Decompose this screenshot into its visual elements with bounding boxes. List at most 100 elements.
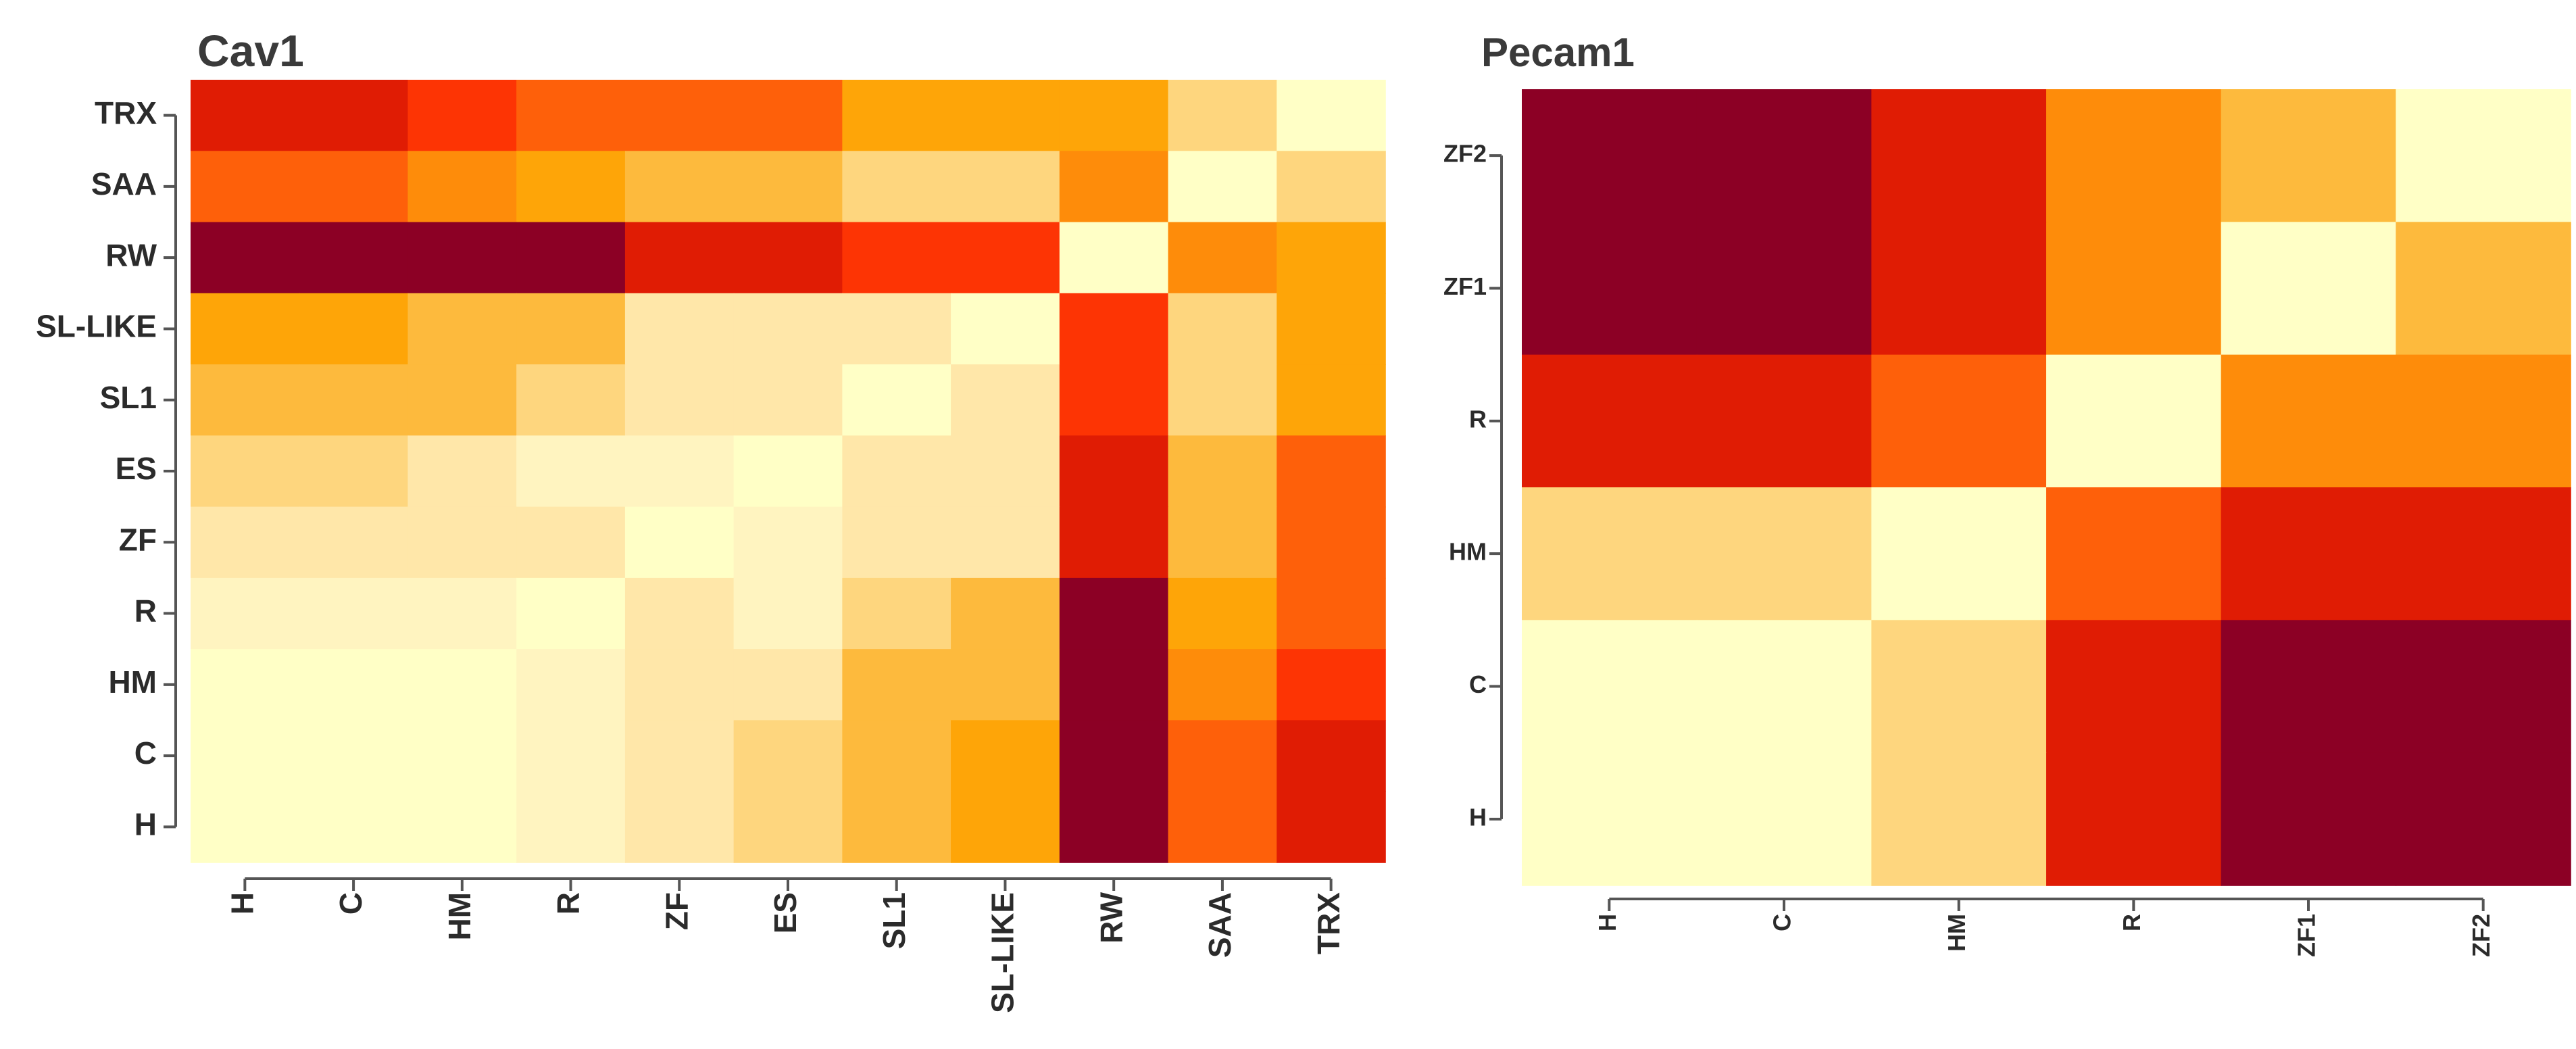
heatmap-cell [299, 649, 409, 721]
heatmap-cell [516, 222, 626, 294]
heatmap-cell [1168, 293, 1278, 365]
heatmap-cell [1277, 364, 1386, 437]
heatmap-cell [2221, 752, 2397, 886]
heatmap-cell [1277, 222, 1386, 294]
row-label: SL1 [100, 380, 157, 415]
heatmap-cell [951, 506, 1060, 579]
heatmap-cell [1277, 435, 1386, 508]
heatmap-cell [1696, 354, 1873, 488]
column-label: ZF [659, 892, 694, 930]
heatmap-cell [951, 649, 1060, 721]
heatmap-cell [299, 293, 409, 365]
heatmap-cell [2221, 487, 2397, 621]
row-label: TRX [95, 95, 157, 130]
heatmap-cell [624, 649, 735, 721]
heatmap-cell [191, 577, 300, 650]
row-label: C [134, 735, 157, 771]
heatmap-cell [516, 791, 626, 863]
heatmap-cell [191, 222, 300, 294]
heatmap-cell [1871, 620, 2047, 754]
column-label: R [551, 892, 586, 914]
heatmap-cell [299, 435, 409, 508]
heatmap-cell [951, 151, 1060, 223]
heatmap-cell [191, 151, 300, 223]
row-label: SL-LIKE [36, 309, 157, 344]
row-label: R [1469, 405, 1487, 433]
heatmap-cell [1168, 364, 1278, 437]
heatmap-cell [1168, 649, 1278, 721]
heatmap-cell [624, 364, 735, 437]
heatmap-cell [624, 506, 735, 579]
heatmap-cell [299, 577, 409, 650]
heatmap-cell [191, 435, 300, 508]
heatmap-cell [407, 577, 517, 650]
column-label: ZF1 [2293, 914, 2321, 957]
heatmap-cell [2396, 89, 2571, 223]
cav1-title: Cav1 [197, 26, 304, 76]
heatmap-cell [1059, 293, 1169, 365]
heatmap-cell [733, 435, 843, 508]
heatmap-cell [733, 791, 843, 863]
heatmap-cell [2396, 752, 2571, 886]
row-label: R [134, 593, 157, 629]
heatmap-cell [951, 364, 1060, 437]
heatmap-cell [2046, 620, 2222, 754]
heatmap-cell [1059, 720, 1169, 792]
heatmap-cell [1277, 293, 1386, 365]
heatmap-cell [1168, 577, 1278, 650]
row-label: SAA [91, 166, 157, 201]
heatmap-cell [1168, 720, 1278, 792]
heatmap-cell [624, 791, 735, 863]
heatmap-cell [1696, 752, 1873, 886]
heatmap-cell [624, 222, 735, 294]
heatmap-cell [1277, 151, 1386, 223]
heatmap-cell [191, 720, 300, 792]
heatmap-cell [624, 720, 735, 792]
heatmap-cell [2221, 222, 2397, 356]
heatmap-cell [1059, 791, 1169, 863]
column-label: SL1 [876, 892, 912, 949]
heatmap-cell [2046, 487, 2222, 621]
heatmap-cell [842, 720, 951, 792]
heatmap-cell [1277, 720, 1386, 792]
heatmap-cell [2396, 354, 2571, 488]
heatmap-cell [842, 791, 951, 863]
heatmap-cell [1059, 222, 1169, 294]
cav1-heatmap: Cav1 TRX SAA RW SL-LIKE SL1 ES ZF R HM C H H C HM R ZF E… [36, 26, 1386, 1013]
heatmap-cell [1059, 506, 1169, 579]
heatmap-cell [1059, 80, 1169, 152]
heatmap-cell [1696, 620, 1873, 754]
heatmap-cell [951, 720, 1060, 792]
heatmap-cell [1168, 151, 1278, 223]
column-label: C [333, 892, 368, 914]
heatmap-cell [733, 293, 843, 365]
heatmap-cell [1168, 80, 1278, 152]
heatmap-cell [516, 293, 626, 365]
heatmap-cell [842, 364, 951, 437]
column-label: RW [1093, 892, 1129, 943]
heatmap-cell [842, 435, 951, 508]
heatmap-cell [842, 80, 951, 152]
heatmap-cell [299, 506, 409, 579]
heatmap-cell [516, 364, 626, 437]
heatmap-cell [624, 293, 735, 365]
heatmap-cell [1059, 649, 1169, 721]
heatmap-cell [299, 151, 409, 223]
heatmap-cell [299, 80, 409, 152]
row-label: C [1469, 670, 1487, 698]
heatmap-cell [191, 506, 300, 579]
heatmap-cell [407, 649, 517, 721]
heatmap-cell [1277, 791, 1386, 863]
heatmap-cell [2046, 222, 2222, 356]
heatmap-cell [407, 506, 517, 579]
heatmap-cell [1168, 222, 1278, 294]
heatmap-cell [516, 80, 626, 152]
heatmap-cell [1277, 577, 1386, 650]
heatmap-cell [1522, 354, 1698, 488]
row-label: ZF2 [1443, 140, 1487, 168]
heatmap-cell [2396, 222, 2571, 356]
heatmap-cell [1277, 649, 1386, 721]
heatmap-cell [299, 222, 409, 294]
column-label: SAA [1202, 892, 1237, 958]
